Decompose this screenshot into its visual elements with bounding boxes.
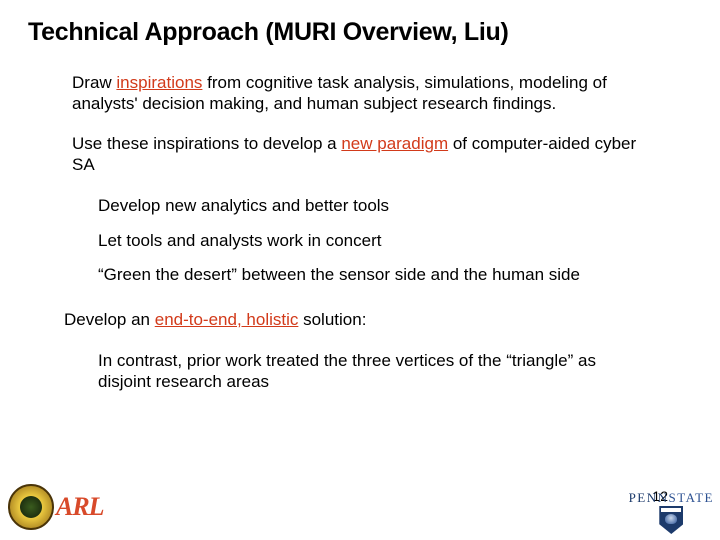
pennstate-text: PENNSTATE: [629, 490, 714, 506]
paragraph-3: Develop an end-to-end, holistic solution…: [64, 310, 654, 331]
arl-label: ARL: [56, 492, 104, 522]
para2-highlight: new paradigm: [341, 134, 448, 153]
seal-icon: [8, 484, 54, 530]
slide-title: Technical Approach (MURI Overview, Liu): [28, 18, 692, 47]
paragraph-1: Draw inspirations from cognitive task an…: [72, 73, 654, 114]
para3-post: solution:: [298, 310, 366, 329]
sub-item-4: In contrast, prior work treated the thre…: [98, 351, 648, 392]
para3-highlight: end-to-end, holistic: [155, 310, 299, 329]
logo-pennstate: PENNSTATE: [629, 490, 714, 534]
para1-pre: Draw: [72, 73, 116, 92]
pennstate-thin: STATE: [669, 490, 714, 505]
sub-item-2: Let tools and analysts work in concert: [98, 231, 648, 252]
logo-left: ARL: [8, 484, 104, 530]
body-content: Draw inspirations from cognitive task an…: [72, 73, 654, 392]
pennstate-bold: PENN: [629, 490, 669, 505]
para3-pre: Develop an: [64, 310, 155, 329]
slide: Technical Approach (MURI Overview, Liu) …: [0, 0, 720, 540]
shield-icon: [659, 506, 683, 534]
para2-pre: Use these inspirations to develop a: [72, 134, 341, 153]
para1-highlight: inspirations: [116, 73, 202, 92]
sub-item-1: Develop new analytics and better tools: [98, 196, 648, 217]
sub-list-2: In contrast, prior work treated the thre…: [98, 351, 648, 392]
sub-list-1: Develop new analytics and better tools L…: [98, 196, 648, 286]
paragraph-2: Use these inspirations to develop a new …: [72, 134, 654, 175]
sub-item-3: “Green the desert” between the sensor si…: [98, 265, 648, 286]
